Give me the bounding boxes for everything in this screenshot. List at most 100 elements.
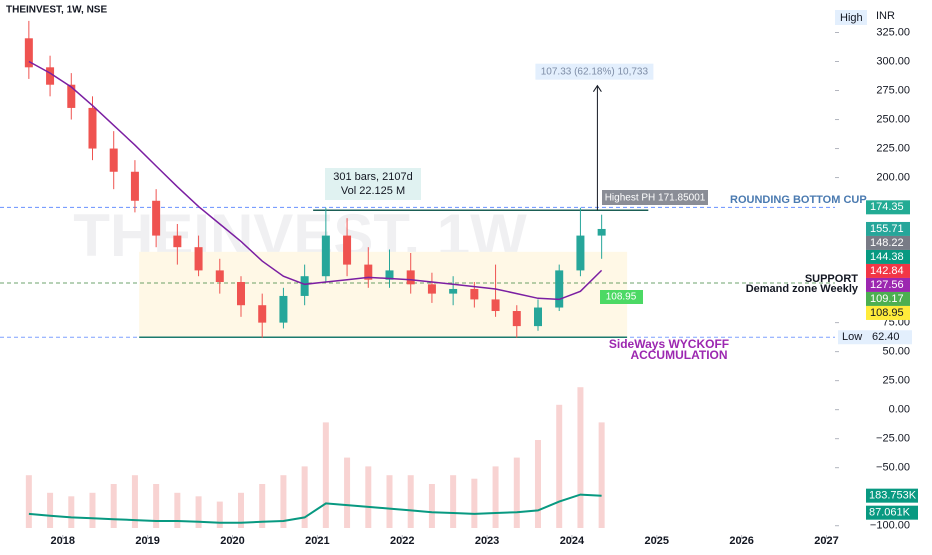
candle-body <box>300 276 309 296</box>
x-tick-label: 2021 <box>305 535 329 547</box>
candle-body <box>385 270 394 280</box>
candle-body <box>576 235 585 271</box>
volume-bar <box>598 422 605 528</box>
volume-bar <box>513 457 520 528</box>
volume-bar <box>110 484 117 528</box>
candle-body <box>279 295 288 323</box>
y-tick-label: −100.00 <box>870 520 910 532</box>
low-label: Low <box>842 331 862 343</box>
candle-body <box>173 235 182 248</box>
candle-body <box>597 228 606 236</box>
currency: INR <box>876 10 895 22</box>
y-tick-label: 325.00 <box>876 26 910 38</box>
volume-bar <box>344 457 351 528</box>
measure-volume: Vol 22.125 M <box>341 185 405 197</box>
candle-body <box>470 288 479 300</box>
volume-bar <box>471 478 478 528</box>
candle-body <box>67 84 76 108</box>
x-tick-label: 2027 <box>814 535 838 547</box>
annotation: SUPPORT <box>805 273 858 285</box>
volume-bar <box>407 475 414 528</box>
candle-body <box>109 148 118 172</box>
y-tick-label: −25.00 <box>876 433 910 445</box>
candle-body <box>24 38 33 68</box>
x-tick-label: 2023 <box>475 535 499 547</box>
volume-bar <box>450 475 457 528</box>
x-tick-label: 2026 <box>729 535 753 547</box>
volume-bar <box>534 440 541 528</box>
low-box <box>838 330 912 345</box>
x-tick-label: 2020 <box>220 535 244 547</box>
annotation: ACCUMULATION <box>630 348 727 362</box>
demand-zone <box>139 251 628 338</box>
candle-body <box>555 270 564 308</box>
price-tag-box <box>866 305 910 320</box>
volume-bar <box>365 466 372 528</box>
price-tag-box <box>866 221 910 236</box>
volume-bar <box>68 496 75 528</box>
volume-bar <box>556 404 563 528</box>
candle-body <box>491 299 500 312</box>
arrow-head <box>592 84 602 92</box>
price-tag: 108.95 <box>870 307 904 319</box>
y-tick-label: 25.00 <box>882 375 910 387</box>
candle-body <box>406 270 415 285</box>
volume-bar <box>216 501 223 528</box>
volume-tag-box <box>866 488 918 503</box>
low-tag: 62.40 <box>872 331 900 343</box>
measure-bars: 301 bars, 2107d <box>333 171 413 183</box>
volume-bar <box>301 466 308 528</box>
price-tag-box <box>866 200 910 215</box>
volume-bar <box>195 496 202 528</box>
candle-body <box>194 247 203 271</box>
candle-body <box>258 305 267 323</box>
candle-body <box>427 284 436 294</box>
volume-ma <box>28 493 602 524</box>
price-tag-box <box>866 263 910 278</box>
price-tag: 127.56 <box>870 279 904 291</box>
price-tag: 148.22 <box>870 237 904 249</box>
price-tag-box <box>866 277 910 292</box>
moving-average <box>28 60 603 301</box>
chart-title: THEINVEST, 1W, NSE <box>6 5 107 16</box>
candle-body <box>343 235 352 265</box>
zone-tag: 108.95 <box>606 292 637 303</box>
x-tick-label: 2024 <box>560 535 585 547</box>
volume-bar <box>131 475 138 528</box>
volume-bar <box>280 475 287 528</box>
candle-body <box>46 67 55 85</box>
candle-body <box>130 171 139 201</box>
volume-bar <box>237 492 244 528</box>
y-tick-label: 250.00 <box>876 113 910 125</box>
volume-tag-box <box>866 505 918 520</box>
y-tick-label: 0.00 <box>889 404 910 416</box>
x-tick-label: 2019 <box>135 535 159 547</box>
x-tick-label: 2025 <box>645 535 669 547</box>
price-tag-box <box>866 249 910 264</box>
y-tick-label: −50.00 <box>876 462 910 474</box>
x-tick-label: 2018 <box>51 535 75 547</box>
candle-body <box>152 200 161 236</box>
high-label: High <box>840 12 863 24</box>
price-tag: 155.71 <box>870 223 904 235</box>
y-tick-label: 275.00 <box>876 84 910 96</box>
price-tag: 109.17 <box>870 293 904 305</box>
volume-bar <box>259 484 266 528</box>
high-box <box>835 10 867 25</box>
annotation: ROUNDING BOTTOM CUP <box>730 194 867 206</box>
projection-label: 107.33 (62.18%) 10,733 <box>541 66 649 77</box>
candle-body <box>321 235 330 277</box>
candle-body <box>449 288 458 294</box>
resistance-box <box>602 190 708 205</box>
candle-body <box>215 270 224 283</box>
volume-bar <box>577 387 584 528</box>
price-tag-box <box>866 235 910 250</box>
volume-tag: 87.061K <box>869 507 911 519</box>
price-tag: 174.35 <box>870 201 904 213</box>
price-tag: 144.38 <box>870 251 904 263</box>
volume-bar <box>174 492 181 528</box>
annotation: SideWays WYCKOFF <box>609 337 729 351</box>
volume-bar <box>492 466 499 528</box>
candle-body <box>88 107 97 149</box>
price-tag: 142.84 <box>870 265 904 277</box>
